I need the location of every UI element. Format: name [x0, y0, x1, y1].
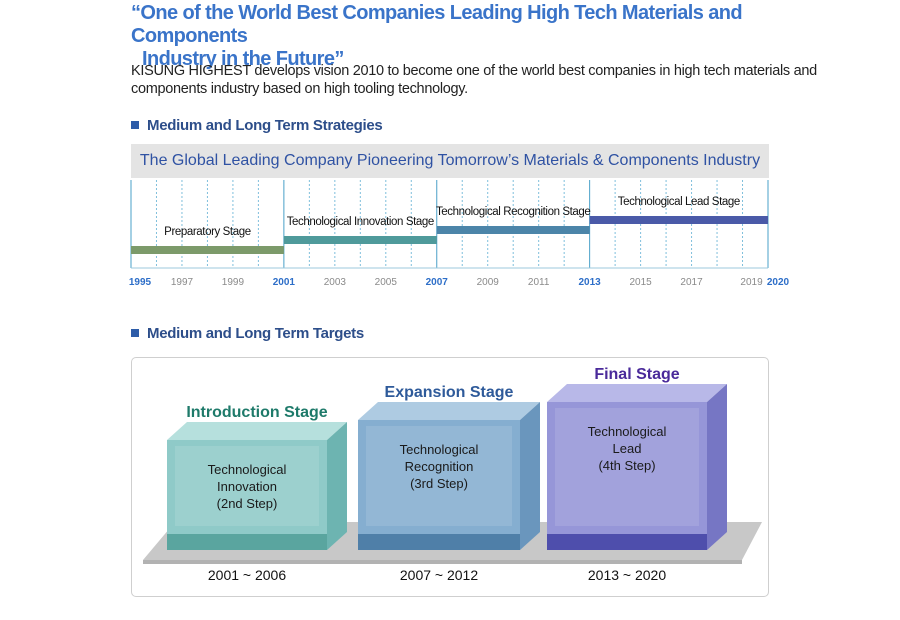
stage-label: Technological Innovation Stage	[287, 216, 434, 228]
stage-bar	[131, 246, 284, 254]
year-tick-label: 2020	[767, 277, 790, 288]
stage-title: Final Stage	[594, 366, 679, 383]
year-tick-label: 2013	[579, 277, 602, 288]
block-front-face	[547, 402, 707, 550]
stage-label: Technological Lead Stage	[618, 196, 740, 208]
stage-description-line: Technological	[588, 424, 667, 439]
intro-paragraph: KISUNG HIGHEST develops vision 2010 to b…	[131, 63, 817, 97]
block-top-face	[358, 402, 540, 420]
stage-description-line: (4th Step)	[598, 458, 655, 473]
stage-description-line: Technological	[400, 442, 479, 457]
targets-section-label: Medium and Long Term Targets	[147, 325, 364, 342]
year-tick-label: 1995	[129, 277, 152, 288]
page-headline: “One of the World Best Companies Leading…	[131, 2, 831, 71]
floor-slab-edge	[143, 560, 742, 564]
block-sheen	[366, 426, 512, 526]
year-tick-label: 2015	[629, 277, 652, 288]
block-sheen	[555, 408, 699, 526]
block-side-face	[707, 384, 727, 550]
stage-period: 2001 ~ 2006	[208, 567, 286, 583]
headline-line-1: “One of the World Best Companies Leading…	[131, 2, 743, 47]
stage-description-line: Lead	[613, 441, 642, 456]
stage-description-line: Technological	[208, 462, 287, 477]
stage-bar	[283, 236, 437, 244]
year-tick-label: 2003	[324, 277, 347, 288]
year-tick-label: 2009	[477, 277, 500, 288]
year-tick-label: 2017	[680, 277, 703, 288]
year-tick-label: 2007	[426, 277, 449, 288]
year-tick-label: 2001	[273, 277, 296, 288]
targets-section-title: Medium and Long Term Targets	[131, 325, 364, 342]
block-front-face	[167, 440, 327, 550]
vision-banner: The Global Leading Company Pioneering To…	[131, 144, 769, 178]
year-tick-label: 2005	[375, 277, 398, 288]
block-bottom-strip	[358, 534, 520, 550]
block-side-face	[327, 422, 347, 550]
stage-description-line: (2nd Step)	[217, 496, 278, 511]
stage-label: Technological Recognition Stage	[436, 206, 590, 218]
stage-bar	[589, 216, 768, 224]
stage-bar	[436, 226, 590, 234]
block-side-face	[520, 402, 540, 550]
block-front-face	[358, 420, 520, 550]
stage-label: Preparatory Stage	[164, 226, 251, 238]
strategy-timeline: Preparatory Stage Technological Innovatio…	[129, 180, 790, 288]
block-top-face	[167, 422, 347, 440]
stage-title: Expansion Stage	[385, 384, 514, 401]
strategies-section-label: Medium and Long Term Strategies	[147, 117, 383, 134]
year-tick-label: 1999	[222, 277, 245, 288]
year-tick-label: 2019	[740, 277, 763, 288]
bullet-square-icon	[131, 329, 139, 337]
strategies-section-title: Medium and Long Term Strategies	[131, 117, 383, 134]
year-tick-label: 2011	[528, 277, 550, 288]
stage-period: 2007 ~ 2012	[400, 567, 478, 583]
year-tick-label: 1997	[171, 277, 194, 288]
block-bottom-strip	[547, 534, 707, 550]
stage-title: Introduction Stage	[186, 404, 327, 421]
block-top-face	[547, 384, 727, 402]
stage-period: 2013 ~ 2020	[588, 567, 666, 583]
stage-description-line: Innovation	[217, 479, 277, 494]
block-bottom-strip	[167, 534, 327, 550]
headline-line-2: Industry in the Future”	[142, 48, 344, 70]
block-sheen	[175, 446, 319, 526]
stage-description-line: Recognition	[405, 459, 474, 474]
bullet-square-icon	[131, 121, 139, 129]
stage-description-line: (3rd Step)	[410, 476, 468, 491]
